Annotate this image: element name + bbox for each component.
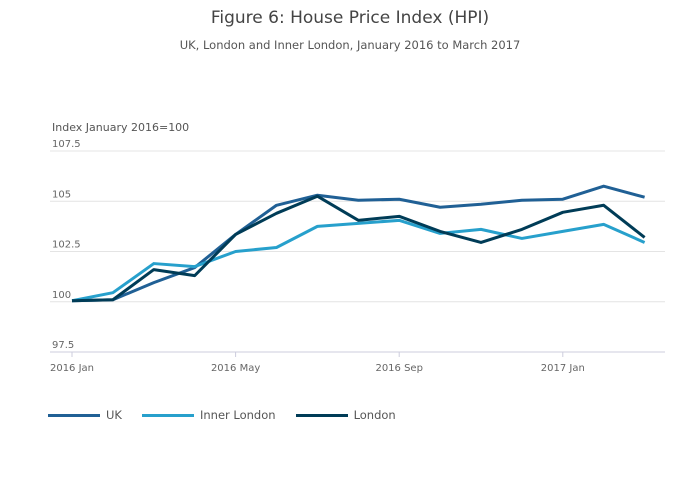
- legend-item[interactable]: London: [295, 408, 396, 422]
- legend-swatch: [295, 413, 348, 417]
- y-tick-label: 100: [52, 290, 71, 301]
- chart-title: Figure 6: House Price Index (HPI): [210, 8, 490, 28]
- x-tick-label: 2016 May: [211, 363, 260, 374]
- legend-label: London: [353, 408, 396, 422]
- legend-item[interactable]: UK: [48, 408, 122, 422]
- y-tick-label: 102.5: [52, 240, 81, 251]
- legend-label: UK: [106, 408, 122, 422]
- legend-label: Inner London: [199, 408, 276, 422]
- y-tick-label: 97.5: [52, 340, 74, 351]
- chart-subtitle: UK, London and Inner London, January 201…: [179, 38, 521, 52]
- series-line-inner-london: [71, 218, 646, 303]
- y-tick-label: 105: [52, 189, 71, 200]
- series-line-uk: [71, 184, 645, 303]
- series-line-london: [71, 194, 646, 303]
- legend: UK Inner London London: [48, 408, 396, 422]
- y-tick-label: 107.5: [52, 139, 81, 150]
- legend-item[interactable]: Inner London: [141, 408, 276, 422]
- x-tick-label: 2016 Jan: [50, 363, 94, 374]
- x-tick-label: 2016 Sep: [375, 363, 422, 374]
- x-tick-label: 2017 Jan: [541, 363, 585, 374]
- y-axis-label: Index January 2016=100: [52, 121, 189, 134]
- legend-swatch: [48, 413, 100, 417]
- legend-swatch: [141, 413, 194, 417]
